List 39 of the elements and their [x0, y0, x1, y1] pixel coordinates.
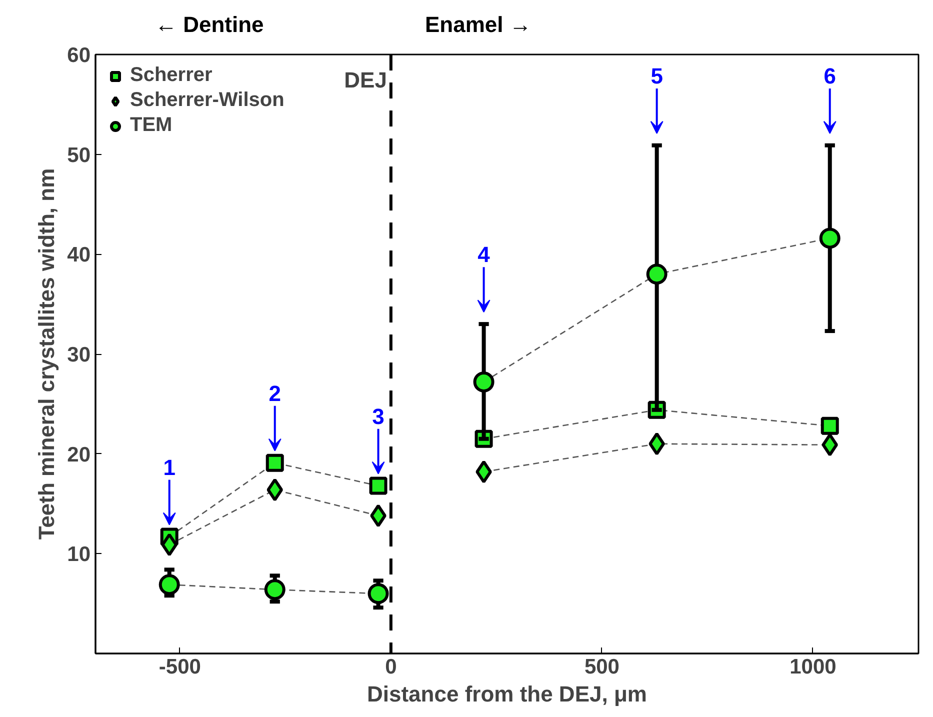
y-tick-label: 10 — [67, 543, 90, 566]
legend-label: TEM — [130, 114, 172, 137]
point — [368, 583, 389, 604]
point — [161, 533, 178, 556]
x-tick-label: 1000 — [790, 656, 836, 678]
y-tick-label: 40 — [67, 244, 90, 267]
y-axis-title: Teeth mineral crystallites width, nm — [34, 168, 60, 540]
annotation: 3 — [372, 404, 384, 429]
point — [822, 433, 838, 456]
annotation: 5 — [650, 63, 663, 88]
point — [820, 416, 839, 435]
y-tick-label: 50 — [67, 144, 90, 167]
point — [264, 579, 286, 600]
ref-line-label: DEJ — [344, 68, 387, 92]
legend-label: Scherrer-Wilson — [130, 89, 284, 112]
y-tick-label: 20 — [67, 443, 90, 466]
annotation: 6 — [824, 63, 836, 88]
point — [476, 460, 492, 484]
x-tick-label: 0 — [385, 656, 397, 678]
annotation: 4 — [478, 242, 491, 268]
point — [646, 264, 668, 285]
point — [819, 228, 840, 249]
y-tick-label: 30 — [67, 344, 90, 366]
y-tick-label: 60 — [67, 44, 90, 67]
legend-label: Scherrer — [130, 64, 212, 87]
annotation: 2 — [268, 380, 282, 406]
x-tick-label: 500 — [584, 656, 620, 678]
point — [266, 454, 284, 472]
point — [158, 574, 180, 596]
point — [648, 432, 665, 456]
point — [370, 504, 386, 528]
x-tick-label: -500 — [158, 656, 201, 678]
point — [369, 476, 388, 495]
x-axis-title: Distance from the DEJ, μm — [367, 682, 647, 706]
point — [266, 478, 284, 502]
text: ← Dentine — [155, 11, 264, 39]
annotation: 1 — [163, 454, 176, 480]
point — [473, 371, 494, 392]
text: Enamel → — [425, 11, 532, 39]
